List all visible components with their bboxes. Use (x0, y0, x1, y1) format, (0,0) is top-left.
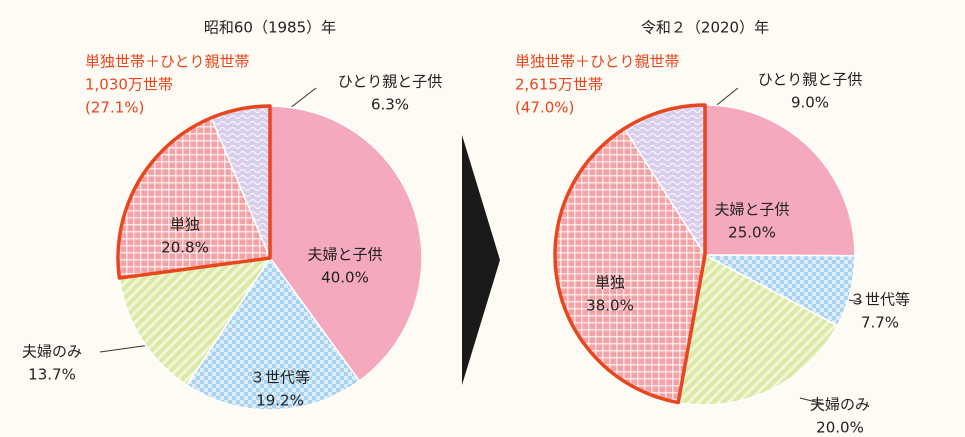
chart-title: 令和２（2020）年 (641, 19, 769, 37)
slice-label: 夫婦のみ (810, 396, 870, 414)
slice-label: 単独 (170, 216, 200, 234)
annotation: 単独世帯＋ひとり親世帯 (85, 53, 250, 71)
slice-label: 夫婦と子供 (714, 201, 789, 219)
arrow (462, 135, 500, 385)
slice-label: 単独 (595, 274, 625, 292)
slice-label: ひとり親と子供 (338, 73, 443, 91)
highlight-outline (116, 104, 272, 280)
highlight-outline (553, 103, 707, 405)
slice-label: ひとり親と子供 (758, 71, 863, 89)
annotation: (47.0%) (515, 99, 574, 117)
slice-label: ３世代等 (250, 369, 310, 387)
value-label: 19.2% (256, 392, 304, 410)
annotation: 2,615万世帯 (515, 76, 603, 94)
leader-line (99, 344, 151, 353)
annotation: 1,030万世帯 (85, 76, 173, 94)
value-label: 40.0% (321, 269, 369, 287)
slice-label: ３世代等 (850, 291, 910, 309)
value-label: 9.0% (791, 94, 829, 112)
chart-title: 昭和60（1985）年 (204, 19, 336, 37)
slice-label: 夫婦と子供 (307, 246, 382, 264)
value-label: 13.7% (28, 366, 76, 384)
value-label: 20.0% (816, 419, 864, 437)
value-label: 38.0% (586, 297, 634, 315)
value-label: 25.0% (728, 224, 776, 242)
value-label: 7.7% (861, 314, 899, 332)
value-label: 20.8% (161, 239, 209, 257)
annotation: 単独世帯＋ひとり親世帯 (515, 53, 680, 71)
annotation: (27.1%) (85, 99, 144, 117)
value-label: 6.3% (371, 96, 409, 114)
slice-label: 夫婦のみ (22, 343, 82, 361)
